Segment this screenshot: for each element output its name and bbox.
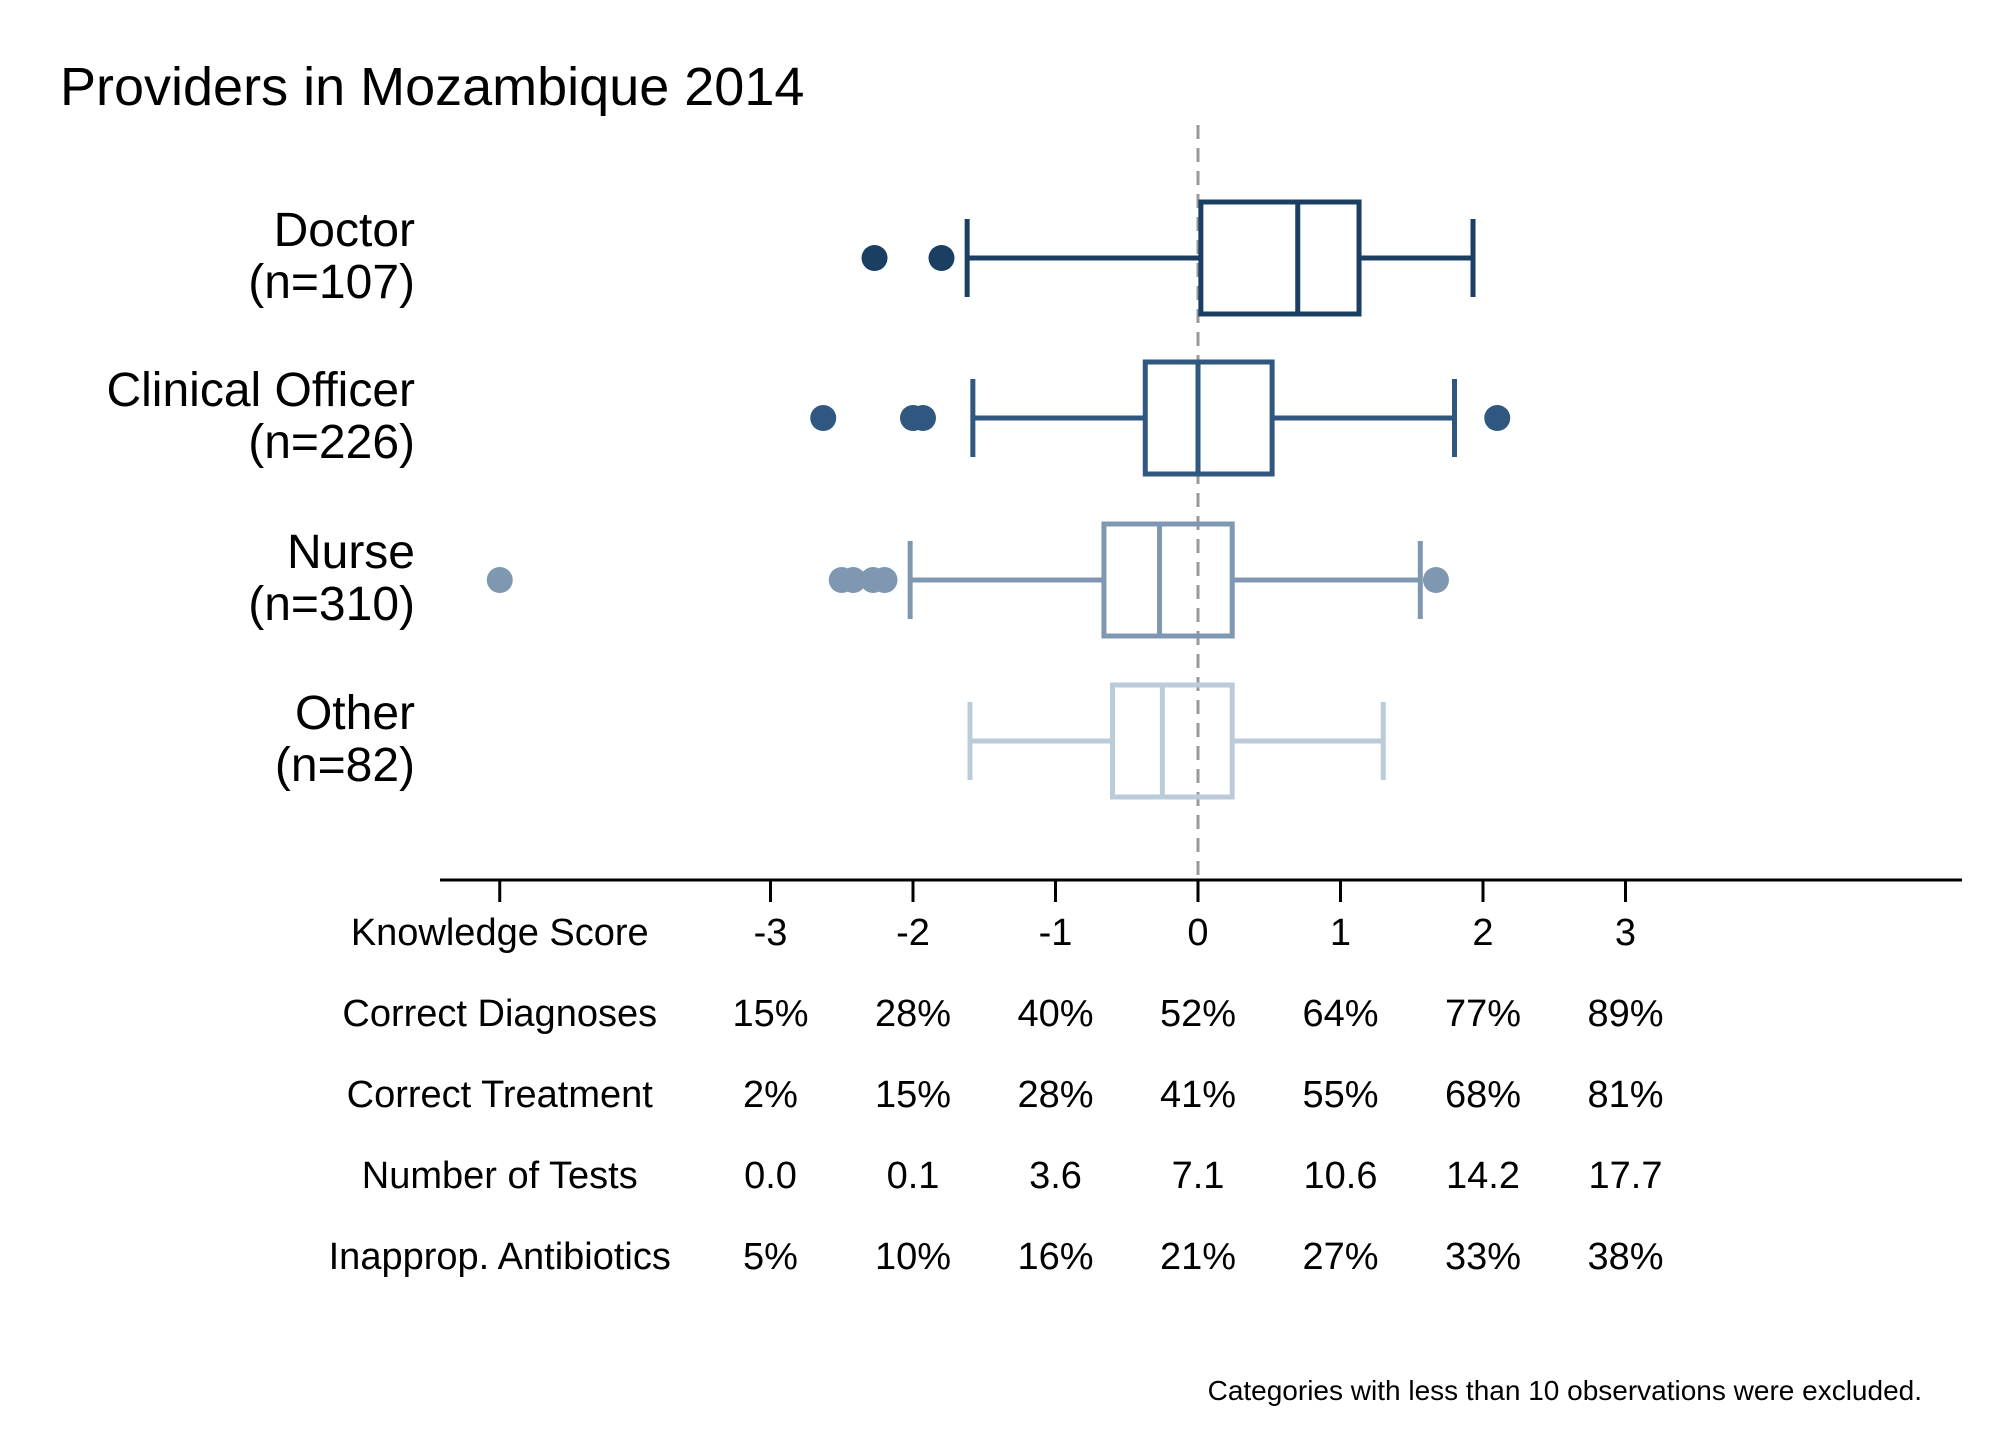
table-cell: 28% bbox=[875, 993, 951, 1035]
category-label: Nurse bbox=[287, 526, 415, 579]
category-count-label: (n=310) bbox=[248, 578, 415, 631]
table-cell: 41% bbox=[1160, 1074, 1236, 1116]
category-label: Clinical Officer bbox=[106, 364, 415, 417]
iqr-box bbox=[1142, 359, 1275, 477]
table-cell: -1 bbox=[1039, 912, 1073, 954]
metrics-table: Knowledge Score -3 -2 -1 0 1 2 3 Correct Diagnos… bbox=[329, 912, 1664, 1278]
table-row: Number of Tests 0.0 0.1 3.6 7.1 10.6 14.2 17.7 bbox=[362, 1155, 1663, 1197]
table-row-label: Inapprop. Antibiotics bbox=[329, 1236, 671, 1278]
table-cell: 7.1 bbox=[1172, 1155, 1225, 1197]
plot-area: Doctor(n=107) Clinical Officer(n=226) Nurs… bbox=[106, 125, 1962, 902]
box-other: Other(n=82) bbox=[275, 682, 1386, 800]
table-row: Inapprop. Antibiotics 5% 10% 16% 21% 27% 33% 38… bbox=[329, 1236, 1664, 1278]
category-label: Other bbox=[295, 687, 415, 740]
table-cell: 64% bbox=[1302, 993, 1378, 1035]
table-cell: 15% bbox=[732, 993, 808, 1035]
table-cell: 38% bbox=[1587, 1236, 1663, 1278]
outlier-point bbox=[928, 245, 955, 271]
category-count-label: (n=82) bbox=[275, 739, 415, 792]
table-cell: 10.6 bbox=[1304, 1155, 1378, 1197]
table-cell: 27% bbox=[1302, 1236, 1378, 1278]
outlier-point bbox=[1484, 405, 1511, 431]
table-cell: 5% bbox=[743, 1236, 798, 1278]
iqr-box bbox=[1110, 682, 1235, 800]
table-cell: -2 bbox=[896, 912, 930, 954]
outlier-point bbox=[810, 405, 837, 431]
table-cell: 28% bbox=[1017, 1074, 1093, 1116]
table-cell: 33% bbox=[1445, 1236, 1521, 1278]
table-cell: 0 bbox=[1187, 912, 1208, 954]
table-row: Knowledge Score -3 -2 -1 0 1 2 3 bbox=[351, 912, 1636, 954]
table-cell: 68% bbox=[1445, 1074, 1521, 1116]
outlier-point bbox=[861, 245, 888, 271]
table-cell: 3.6 bbox=[1029, 1155, 1082, 1197]
table-cell: 21% bbox=[1160, 1236, 1236, 1278]
box-doctor: Doctor(n=107) bbox=[248, 199, 1476, 317]
table-cell: 16% bbox=[1017, 1236, 1093, 1278]
outlier-point bbox=[486, 567, 513, 593]
table-cell: -3 bbox=[754, 912, 788, 954]
table-cell: 1 bbox=[1330, 912, 1351, 954]
box-nurse: Nurse(n=310) bbox=[248, 521, 1449, 639]
table-cell: 17.7 bbox=[1589, 1155, 1663, 1197]
table-cell: 3 bbox=[1615, 912, 1636, 954]
table-cell: 81% bbox=[1587, 1074, 1663, 1116]
table-cell: 77% bbox=[1445, 993, 1521, 1035]
table-cell: 40% bbox=[1017, 993, 1093, 1035]
table-cell: 10% bbox=[875, 1236, 951, 1278]
iqr-box bbox=[1101, 521, 1235, 639]
category-count-label: (n=107) bbox=[248, 256, 415, 309]
outlier-point bbox=[909, 405, 936, 431]
table-cell: 89% bbox=[1587, 993, 1663, 1035]
table-cell: 0.0 bbox=[744, 1155, 797, 1197]
footnote: Categories with less than 10 observation… bbox=[1208, 1375, 1922, 1406]
outlier-point bbox=[840, 567, 867, 593]
table-row-label: Correct Treatment bbox=[347, 1074, 654, 1116]
outlier-point bbox=[871, 567, 898, 593]
table-row-label: Knowledge Score bbox=[351, 912, 649, 954]
table-cell: 2 bbox=[1472, 912, 1493, 954]
table-cell: 55% bbox=[1302, 1074, 1378, 1116]
table-row: Correct Treatment 2% 15% 28% 41% 55% 68% 81% bbox=[347, 1074, 1664, 1116]
table-cell: 52% bbox=[1160, 993, 1236, 1035]
table-cell: 0.1 bbox=[887, 1155, 940, 1197]
category-label: Doctor bbox=[274, 204, 415, 257]
table-row-label: Correct Diagnoses bbox=[342, 993, 657, 1035]
box-clinical-officer: Clinical Officer(n=226) bbox=[106, 359, 1511, 477]
table-cell: 14.2 bbox=[1446, 1155, 1520, 1197]
table-row: Correct Diagnoses 15% 28% 40% 52% 64% 77% 89% bbox=[342, 993, 1663, 1035]
category-count-label: (n=226) bbox=[248, 416, 415, 469]
outlier-point bbox=[1422, 567, 1449, 593]
table-cell: 15% bbox=[875, 1074, 951, 1116]
table-row-label: Number of Tests bbox=[362, 1155, 638, 1197]
table-cell: 2% bbox=[743, 1074, 798, 1116]
iqr-box bbox=[1198, 199, 1362, 317]
chart-title: Providers in Mozambique 2014 bbox=[60, 57, 804, 117]
